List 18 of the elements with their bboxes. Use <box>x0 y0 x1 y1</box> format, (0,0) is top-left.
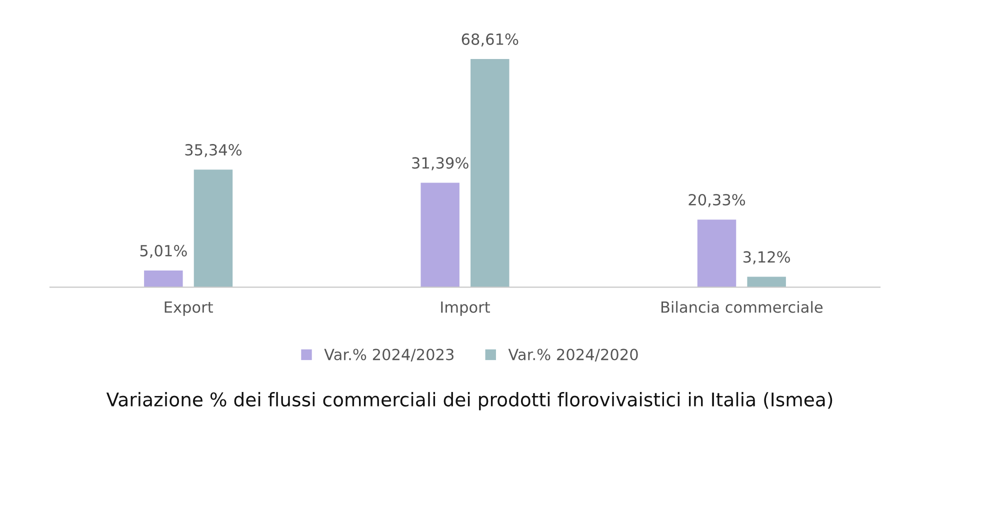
x-tick-label: Bilancia commerciale <box>661 301 823 313</box>
data-label: 20,33% <box>688 194 746 208</box>
data-label: 5,01% <box>140 244 187 258</box>
data-label: 31,39% <box>412 157 468 170</box>
bar <box>194 170 233 288</box>
bar <box>470 59 510 288</box>
data-label: 35,34% <box>185 144 242 158</box>
bar <box>420 182 460 288</box>
legend-label: Var.% 2024/2023 <box>324 348 454 362</box>
legend-label: Var.% 2024/2020 <box>508 348 638 362</box>
text: Variazione % dei flussi commerciali dei prodotti florovivaistici in Italia (Ismea) <box>106 392 832 410</box>
x-tick-label: Export <box>164 302 213 316</box>
data-label: 3,12% <box>743 251 790 264</box>
data-label: 68,61% <box>462 33 518 47</box>
x-tick-label: Import <box>441 302 490 316</box>
bar <box>144 270 183 288</box>
bar <box>747 276 786 288</box>
bar <box>697 220 736 288</box>
